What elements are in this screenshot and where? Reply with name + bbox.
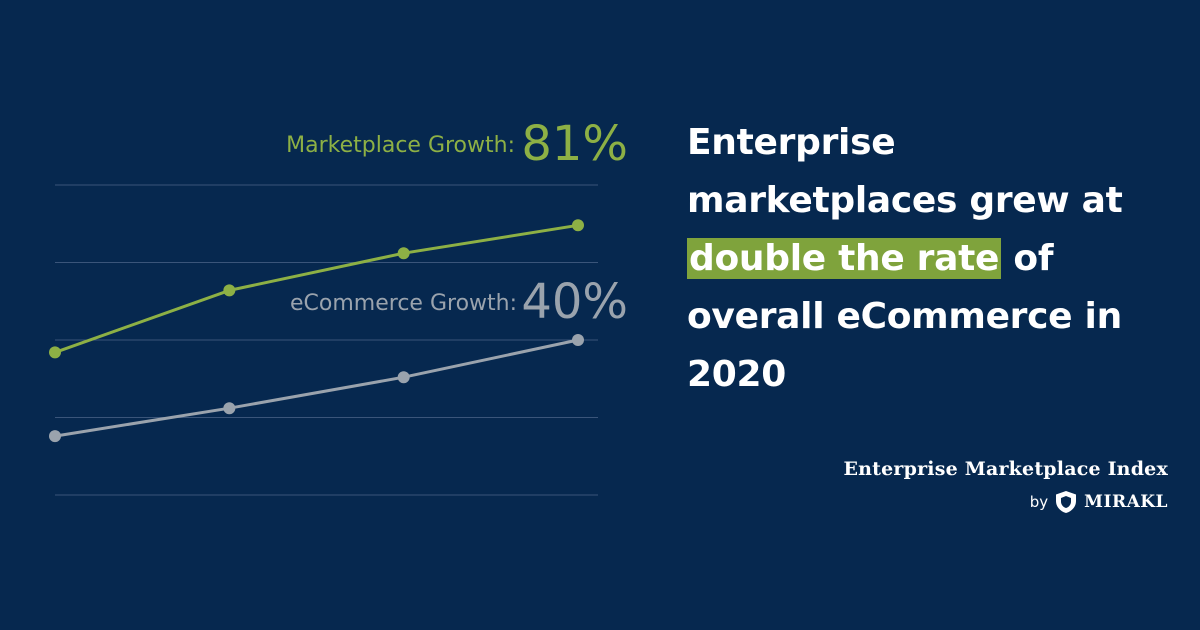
marketplace-growth-point-2 [223, 284, 236, 297]
brand-name: MIRAKL [1084, 492, 1168, 512]
marketplace-growth-point-1 [49, 346, 61, 359]
headline: Enterprise marketplaces grew at double t… [687, 114, 1167, 404]
chart-data-points [49, 219, 584, 443]
marketplace-growth-point-3 [397, 247, 410, 260]
ecommerce-growth-point-1 [49, 430, 61, 443]
ecommerce-growth-point-4 [572, 334, 584, 346]
brand-byline: by MIRAKL [843, 490, 1168, 514]
ecommerce-growth-point-2 [223, 402, 236, 415]
chart-series-lines [54, 223, 579, 438]
marketplace-growth-point-4 [572, 219, 584, 232]
marketplace-growth-label: Marketplace Growth: [286, 133, 515, 158]
marketplace-growth-value: 81% [521, 116, 628, 172]
brand-title: Enterprise Marketplace Index [843, 458, 1168, 480]
chart-gridlines [55, 184, 598, 496]
headline-highlight: double the rate [687, 238, 1002, 279]
mirakl-shield-icon [1055, 490, 1077, 514]
brand-by-text: by [1029, 493, 1049, 511]
ecommerce-growth-value: 40% [521, 274, 628, 330]
marketplace-growth-line [54, 223, 579, 354]
ecommerce-growth-point-3 [397, 371, 410, 384]
growth-chart: Marketplace Growth: 81% eCommerce Growth… [49, 116, 628, 496]
brand-block: Enterprise Marketplace Index by MIRAKL [843, 458, 1168, 514]
headline-text-end: of overall eCommerce in 2020 [687, 238, 1122, 395]
headline-text-start: Enterprise marketplaces grew at [687, 122, 1123, 221]
ecommerce-growth-label: eCommerce Growth: [290, 291, 517, 316]
ecommerce-growth-line [54, 338, 579, 438]
